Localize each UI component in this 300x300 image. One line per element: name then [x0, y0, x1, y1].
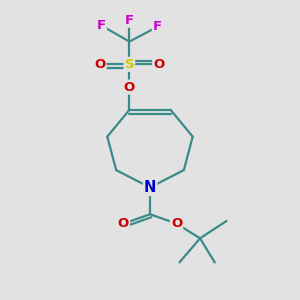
Text: F: F — [125, 14, 134, 27]
Text: O: O — [171, 217, 182, 230]
Text: S: S — [124, 58, 134, 71]
Text: O: O — [118, 217, 129, 230]
Text: F: F — [153, 20, 162, 33]
Text: O: O — [153, 58, 164, 71]
Text: O: O — [124, 81, 135, 94]
Text: O: O — [94, 58, 106, 71]
Text: N: N — [144, 180, 156, 195]
Text: F: F — [97, 19, 106, 32]
